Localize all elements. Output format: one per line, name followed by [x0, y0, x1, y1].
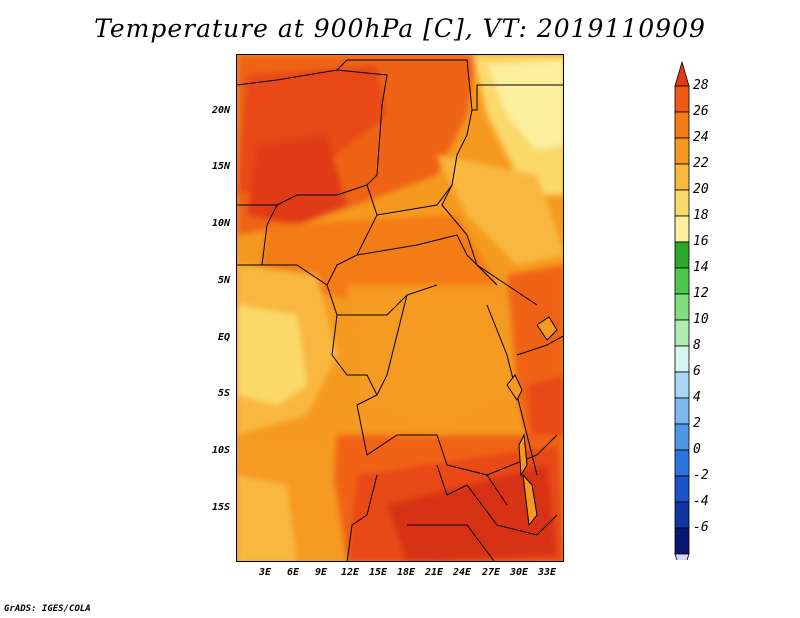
colorbar-label: 12 [693, 286, 709, 301]
lon-label-12e: 12E [340, 567, 360, 578]
lon-label-15e: 15E [368, 567, 388, 578]
lat-label-eq: EQ [217, 332, 230, 343]
temp-zone-20-22-ne [437, 155, 563, 265]
temp-zone-18-west [237, 305, 307, 405]
colorbar-label: 16 [693, 234, 709, 249]
colorbar-segment [674, 527, 690, 555]
colorbar-label: 2 [693, 416, 701, 431]
lat-label-10s: 10S [211, 445, 230, 456]
colorbar-segment [674, 293, 690, 321]
grads-credit: GrADS: IGES/COLA [4, 604, 91, 614]
colorbar-segment [674, 397, 690, 425]
colorbar-segment [674, 85, 690, 113]
lon-label-33e: 33E [537, 567, 557, 578]
lat-label-15s: 15S [211, 502, 230, 513]
colorbar-segment [674, 345, 690, 373]
lat-label-20n: 20N [211, 105, 230, 116]
lat-label-10n: 10N [211, 218, 230, 229]
colorbar-segment [674, 215, 690, 243]
lon-label-3e: 3E [258, 567, 272, 578]
colorbar-segment [674, 241, 690, 269]
colorbar-segment [674, 319, 690, 347]
lat-label-5n: 5N [217, 275, 230, 286]
lat-label-15n: 15N [211, 161, 230, 172]
lon-label-21e: 21E [424, 567, 444, 578]
chart-title: Temperature at 900hPa [C], VT: 201911090… [94, 14, 706, 43]
colorbar-top-arrow [674, 60, 690, 87]
colorbar-segment [674, 163, 690, 191]
colorbar [674, 60, 690, 560]
colorbar-segment [674, 501, 690, 529]
map-canvas [237, 55, 563, 561]
colorbar-label: 18 [693, 208, 709, 223]
colorbar-segment [674, 111, 690, 139]
colorbar-segment [674, 189, 690, 217]
colorbar-label: 20 [693, 182, 709, 197]
colorbar-segment [674, 137, 690, 165]
temp-zone-22-basin [347, 285, 517, 435]
lon-label-30e: 30E [509, 567, 529, 578]
colorbar-label: -2 [693, 468, 709, 483]
colorbar-label: -4 [693, 494, 709, 509]
colorbar-label: 22 [693, 156, 709, 171]
colorbar-label: 0 [693, 442, 701, 457]
lon-label-24e: 24E [452, 567, 472, 578]
colorbar-label: 28 [693, 78, 709, 93]
colorbar-label: 24 [693, 130, 709, 145]
colorbar-segment [674, 267, 690, 295]
temp-zone-26-west [247, 135, 347, 225]
colorbar-label: 8 [693, 338, 701, 353]
colorbar-label: 26 [693, 104, 709, 119]
lon-label-6e: 6E [286, 567, 300, 578]
colorbar-segment [674, 371, 690, 399]
temperature-map [236, 54, 564, 562]
lat-label-5s: 5S [217, 388, 230, 399]
colorbar-label: 4 [693, 390, 701, 405]
colorbar-label: 14 [693, 260, 709, 275]
temp-zone-28-south [387, 465, 557, 561]
colorbar-segment [674, 423, 690, 451]
colorbar-segment [674, 475, 690, 503]
lakes [506, 316, 558, 527]
lon-label-9e: 9E [314, 567, 328, 578]
lon-label-27e: 27E [481, 567, 501, 578]
temp-zone-20-sw [237, 475, 297, 561]
colorbar-label: -6 [693, 520, 709, 535]
lon-label-18e: 18E [396, 567, 416, 578]
colorbar-segment [674, 449, 690, 477]
temp-zone-16-18 [487, 60, 563, 150]
colorbar-label: 10 [693, 312, 709, 327]
colorbar-label: 6 [693, 364, 701, 379]
colorbar-bottom-arrow [674, 553, 690, 560]
